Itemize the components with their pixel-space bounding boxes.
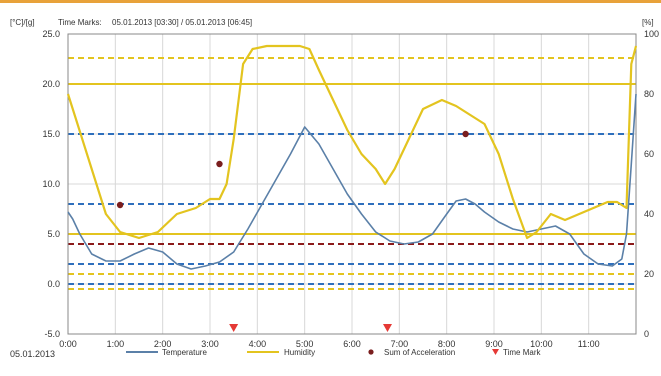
x-tick-label: 4:00 xyxy=(249,339,267,349)
acceleration-point xyxy=(462,130,469,138)
y-left-tick-label: 0.0 xyxy=(47,279,60,289)
y-axis-right-label: [%] xyxy=(642,18,654,27)
legend-time-mark: Time Mark xyxy=(503,348,541,357)
top-accent-rule xyxy=(0,0,661,3)
date-label: 05.01.2013 xyxy=(10,349,55,359)
time-marks-label: Time Marks: xyxy=(58,18,102,27)
y-right-tick-label: 40 xyxy=(644,209,654,219)
y-axis-left-label: [°C]/[g] xyxy=(10,18,35,27)
x-tick-label: 2:00 xyxy=(154,339,172,349)
legend-humidity: Humidity xyxy=(284,348,315,357)
y-right-tick-label: 100 xyxy=(644,29,659,39)
y-right-tick-label: 0 xyxy=(644,329,649,339)
x-tick-label: 10:00 xyxy=(530,339,553,349)
series-humidity xyxy=(66,44,638,240)
acceleration-point xyxy=(216,160,223,168)
x-tick-label: 1:00 xyxy=(107,339,125,349)
acceleration-point xyxy=(116,201,124,209)
y-left-tick-label: 5.0 xyxy=(47,229,60,239)
x-tick-label: 11:00 xyxy=(578,339,600,349)
plot-frame xyxy=(67,33,637,335)
series-temperature xyxy=(67,93,637,270)
legend-time-mark-swatch xyxy=(492,349,499,355)
x-tick-label: 3:00 xyxy=(201,339,219,349)
x-tick-label: 8:00 xyxy=(438,339,456,349)
series-layer xyxy=(66,44,638,270)
y-left-tick-label: 15.0 xyxy=(42,129,60,139)
y-left-tick-label: -5.0 xyxy=(44,329,60,339)
y-right-tick-label: 20 xyxy=(644,269,654,279)
x-axis-ticks: 0:00 1:00 2:00 3:00 4:00 5:00 6:00 7:00 8:00 9:00… xyxy=(59,339,599,349)
reference-lines xyxy=(68,57,636,290)
time-mark-point xyxy=(383,324,392,332)
y-axis-left-ticks: 25.0 20.0 15.0 10.0 5.0 0.0 -5.0 xyxy=(42,29,60,339)
legend-acceleration-swatch xyxy=(368,349,374,355)
y-axis-right-ticks: 100 80 60 40 20 0 xyxy=(644,29,659,339)
y-right-tick-label: 80 xyxy=(644,89,654,99)
time-marks-value: 05.01.2013 [03:30] / 05.01.2013 [06:45] xyxy=(112,18,252,27)
y-left-tick-label: 10.0 xyxy=(42,179,60,189)
x-tick-label: 9:00 xyxy=(485,339,503,349)
marks-layer xyxy=(116,130,469,332)
time-mark-point xyxy=(229,324,239,332)
legend-temperature: Temperature xyxy=(162,348,207,357)
x-tick-label: 7:00 xyxy=(391,339,409,349)
x-tick-label: 0:00 xyxy=(59,339,77,349)
y-left-tick-label: 25.0 xyxy=(42,29,60,39)
x-tick-label: 6:00 xyxy=(343,339,361,349)
x-tick-label: 5:00 xyxy=(296,339,314,349)
y-right-tick-label: 60 xyxy=(644,149,654,159)
y-left-tick-label: 20.0 xyxy=(42,79,60,89)
legend-acceleration: Sum of Acceleration xyxy=(384,348,455,357)
legend: Temperature Humidity Sum of Acceleration… xyxy=(126,348,541,357)
